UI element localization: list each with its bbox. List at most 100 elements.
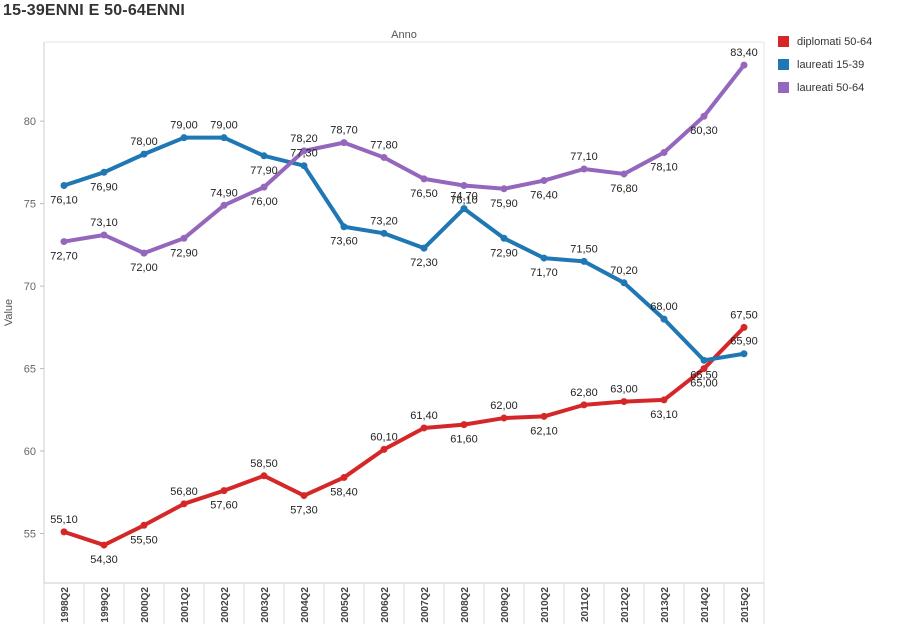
data-label: 62,80	[570, 387, 598, 399]
y-tick-label: 55	[24, 529, 36, 541]
data-point	[420, 424, 428, 432]
x-tick-label: 1999Q2	[100, 587, 111, 623]
y-tick-label: 65	[24, 364, 36, 376]
data-label: 57,30	[290, 505, 318, 517]
data-point	[660, 315, 668, 323]
data-point	[740, 61, 748, 69]
series-line	[62, 63, 746, 256]
x-tick-label: 2000Q2	[140, 587, 151, 623]
x-tick-label: 2008Q2	[460, 587, 471, 623]
data-point	[260, 472, 268, 480]
data-label: 73,20	[370, 215, 398, 227]
data-point	[700, 365, 708, 373]
series-line	[62, 135, 746, 363]
data-label: 77,90	[250, 165, 278, 177]
data-label: 72,90	[170, 247, 198, 259]
series-line	[62, 325, 746, 548]
legend-swatch	[778, 36, 789, 47]
data-label: 75,90	[490, 198, 518, 210]
data-point	[340, 473, 348, 481]
x-tick-label: 2004Q2	[300, 587, 311, 623]
data-point	[540, 412, 548, 420]
data-point	[500, 414, 508, 422]
data-point	[620, 398, 628, 406]
data-label: 71,70	[530, 267, 558, 279]
data-label: 67,50	[730, 309, 758, 321]
data-point	[740, 323, 748, 331]
legend: diplomati 50-64 laureati 15-39 laureati 50…	[778, 30, 872, 99]
data-label: 78,20	[290, 133, 318, 145]
data-point	[60, 238, 68, 246]
x-tick-label: 2001Q2	[180, 587, 191, 623]
data-point	[460, 205, 468, 213]
data-label: 71,50	[570, 243, 598, 255]
data-label: 58,40	[330, 486, 358, 498]
data-label: 58,50	[250, 458, 278, 470]
x-tick-label: 2009Q2	[500, 587, 511, 623]
data-point	[140, 249, 148, 257]
data-label: 76,10	[50, 194, 78, 206]
data-label: 55,50	[130, 534, 158, 546]
data-label: 77,30	[290, 148, 318, 160]
data-label: 63,00	[610, 384, 638, 396]
data-point	[580, 165, 588, 173]
data-label: 72,30	[410, 257, 438, 269]
data-label: 72,70	[50, 251, 78, 263]
data-point	[140, 521, 148, 529]
data-label: 65,50	[690, 369, 718, 381]
series-labels: 55,10 54,30 55,50 56,80 57,60 58,50 57,30 58,40…	[50, 47, 758, 566]
chart-title: 15-39ENNI E 50-64ENNI	[3, 2, 186, 19]
data-label: 83,40	[730, 47, 758, 59]
data-point	[300, 492, 308, 500]
data-point	[180, 234, 188, 242]
data-point	[220, 487, 228, 495]
data-point	[340, 139, 348, 147]
data-point	[180, 134, 188, 142]
series-lines	[60, 61, 748, 549]
data-point	[700, 356, 708, 364]
x-tick-label: 2012Q2	[620, 587, 631, 623]
data-point	[460, 181, 468, 189]
data-point	[540, 177, 548, 185]
data-label: 76,00	[250, 196, 278, 208]
data-point	[300, 162, 308, 170]
x-tick-label: 2014Q2	[700, 587, 711, 623]
data-label: 57,60	[210, 500, 238, 512]
data-point	[580, 401, 588, 409]
data-point	[300, 147, 308, 155]
data-point	[260, 152, 268, 160]
data-label: 70,20	[610, 265, 638, 277]
data-label: 74,70	[450, 191, 478, 203]
y-tick-label: 70	[24, 281, 36, 293]
x-tick-label: 2013Q2	[660, 587, 671, 623]
data-point	[500, 234, 508, 242]
data-point	[620, 170, 628, 178]
data-label: 55,10	[50, 514, 78, 526]
data-point	[140, 150, 148, 158]
legend-item[interactable]: diplomati 50-64	[778, 30, 872, 53]
data-point	[620, 279, 628, 287]
data-label: 62,10	[530, 425, 558, 437]
x-tick-label: 2010Q2	[540, 587, 551, 623]
data-label: 78,70	[330, 125, 358, 137]
data-label: 73,60	[330, 236, 358, 248]
data-label: 68,00	[650, 301, 678, 313]
legend-item[interactable]: laureati 15-39	[778, 53, 872, 76]
x-tick-label: 2015Q2	[740, 587, 751, 623]
data-label: 61,60	[450, 434, 478, 446]
legend-item[interactable]: laureati 50-64	[778, 76, 872, 99]
data-label: 80,30	[690, 125, 718, 137]
data-point	[60, 528, 68, 536]
data-point	[260, 183, 268, 191]
data-label: 73,10	[90, 217, 118, 229]
data-label: 62,00	[490, 400, 518, 412]
data-label: 78,00	[130, 136, 158, 148]
axes: 55 60 65 70 75 80 1998Q2 1999Q2 2000Q2 2001Q2 2002…	[3, 29, 765, 624]
data-point	[500, 185, 508, 193]
data-label: 77,10	[570, 151, 598, 163]
data-point	[460, 421, 468, 429]
data-point	[420, 175, 428, 183]
data-label: 77,80	[370, 139, 398, 151]
data-label: 65,90	[730, 336, 758, 348]
